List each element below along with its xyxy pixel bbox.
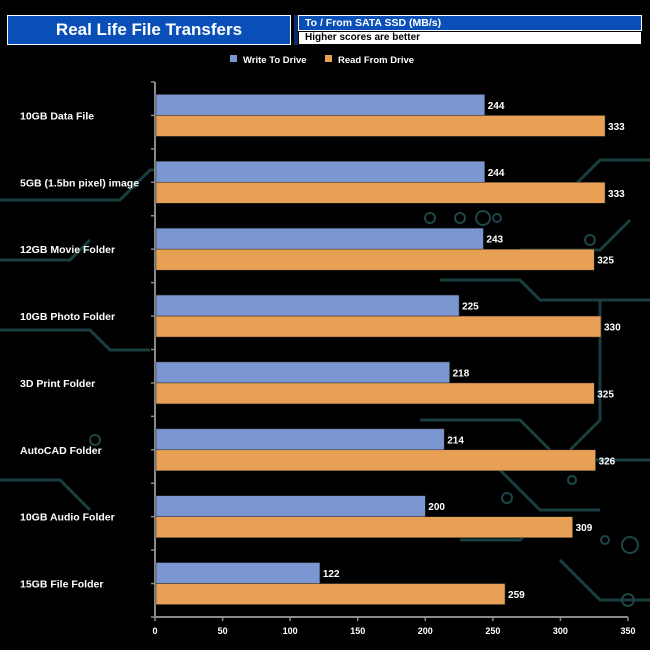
bar-write <box>155 495 426 517</box>
axes: 0 50 100 150 200 250 300 350 <box>151 81 636 636</box>
legend-label-1: Read From Drive <box>338 55 414 66</box>
category-label: 10GB Data File <box>20 110 94 122</box>
circuit-trace <box>0 328 150 352</box>
category-label: 15GB File Folder <box>20 579 103 591</box>
circuit-node <box>584 234 596 246</box>
circuit-node <box>501 492 513 504</box>
circuit-trace <box>520 218 632 252</box>
x-tick-label: 100 <box>283 626 298 636</box>
circuit-trace <box>498 468 600 512</box>
bar-read <box>155 182 606 204</box>
data-label: 309 <box>576 523 593 534</box>
labels: 10GB Data File 244 333 5GB (1.5bn pixel) im… <box>20 101 625 601</box>
bar-read <box>155 382 595 405</box>
x-tick-label: 300 <box>553 626 568 636</box>
category-label: 5GB (1.5bn pixel) image <box>20 177 139 189</box>
title-divider <box>294 15 298 45</box>
circuit-node <box>492 213 502 223</box>
data-label: 244 <box>488 168 505 179</box>
x-tick-label: 250 <box>485 626 500 636</box>
category-label: 10GB Audio Folder <box>20 512 115 524</box>
chart-note: Higher scores are better <box>298 31 642 45</box>
circuit-node <box>621 536 639 554</box>
data-label: 122 <box>323 569 340 580</box>
data-label: 325 <box>597 256 614 267</box>
circuit-trace <box>440 278 650 302</box>
chart-title: Real Life File Transfers <box>7 15 291 45</box>
category-label: 12GB Movie Folder <box>20 244 115 256</box>
circuit-node <box>600 535 610 545</box>
data-label: 259 <box>508 590 525 601</box>
category-label: 10GB Photo Folder <box>20 311 115 323</box>
bar-read <box>155 115 606 137</box>
x-tick-label: 150 <box>350 626 365 636</box>
bar-write <box>155 227 484 250</box>
bar-write <box>155 94 485 116</box>
data-label: 214 <box>447 435 464 446</box>
circuit-node <box>567 475 577 485</box>
circuit-trace <box>420 418 650 462</box>
bar-read <box>155 449 596 472</box>
circuit-trace <box>0 478 92 512</box>
circuit-trace <box>0 238 92 262</box>
chart-subtitle: To / From SATA SSD (MB/s) <box>298 15 642 31</box>
data-label: 325 <box>597 389 614 400</box>
category-label: 3D Print Folder <box>20 378 95 390</box>
data-label: 244 <box>488 101 505 112</box>
bar-write <box>155 294 460 317</box>
data-label: 326 <box>599 456 616 467</box>
legend-label-0: Write To Drive <box>243 55 307 66</box>
x-tick-label: 50 <box>218 626 228 636</box>
bar-write <box>155 161 485 183</box>
data-label: 225 <box>462 302 479 313</box>
bar-read <box>155 248 595 271</box>
x-tick-label: 350 <box>620 626 635 636</box>
data-label: 200 <box>428 502 445 513</box>
x-tick-label: 0 <box>152 626 157 636</box>
circuit-node <box>424 212 436 224</box>
circuit-trace <box>568 300 602 452</box>
x-tick-label: 200 <box>418 626 433 636</box>
data-label: 330 <box>604 323 621 334</box>
bar-write <box>155 361 450 384</box>
circuit-node <box>454 212 466 224</box>
data-label: 333 <box>608 189 625 200</box>
data-label: 333 <box>608 122 625 133</box>
category-label: AutoCAD Folder <box>20 445 102 457</box>
data-label: 243 <box>486 235 503 246</box>
circuit-node <box>621 593 635 607</box>
bars <box>155 94 606 605</box>
circuit-node <box>89 434 101 446</box>
legend-swatch-1 <box>325 55 332 62</box>
legend: Write To Drive Read From Drive <box>230 55 414 66</box>
circuit-node <box>475 210 491 226</box>
bar-read <box>155 516 573 538</box>
data-label: 218 <box>453 368 470 379</box>
circuit-trace <box>558 558 650 602</box>
bar-read <box>155 583 506 605</box>
bar-write <box>155 428 445 451</box>
legend-swatch-0 <box>230 55 237 62</box>
bar-read <box>155 315 602 338</box>
bar-write <box>155 562 321 584</box>
